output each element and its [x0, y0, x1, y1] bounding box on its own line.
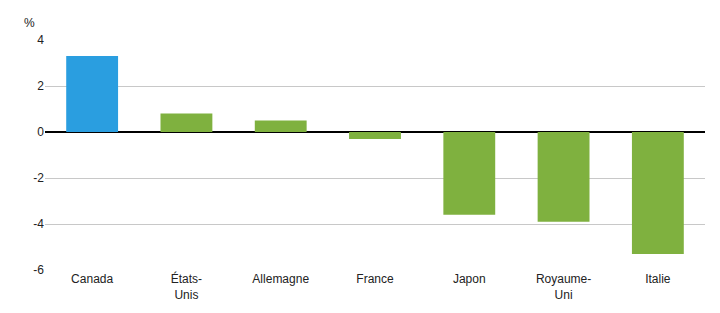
svg-text:-4: -4: [33, 217, 44, 231]
svg-text:Italie: Italie: [645, 272, 671, 286]
svg-text:France: France: [356, 272, 394, 286]
svg-text:-2: -2: [33, 171, 44, 185]
svg-text:%: %: [24, 16, 35, 30]
svg-text:0: 0: [37, 125, 44, 139]
svg-text:Canada: Canada: [71, 272, 113, 286]
svg-text:4: 4: [37, 33, 44, 47]
svg-text:Allemagne: Allemagne: [252, 272, 309, 286]
svg-text:Royaume-Uni: Royaume-Uni: [536, 272, 591, 302]
svg-text:États-Unis: États-Unis: [171, 271, 202, 302]
svg-text:-6: -6: [33, 263, 44, 277]
svg-text:2: 2: [37, 79, 44, 93]
svg-text:Japon: Japon: [453, 272, 486, 286]
